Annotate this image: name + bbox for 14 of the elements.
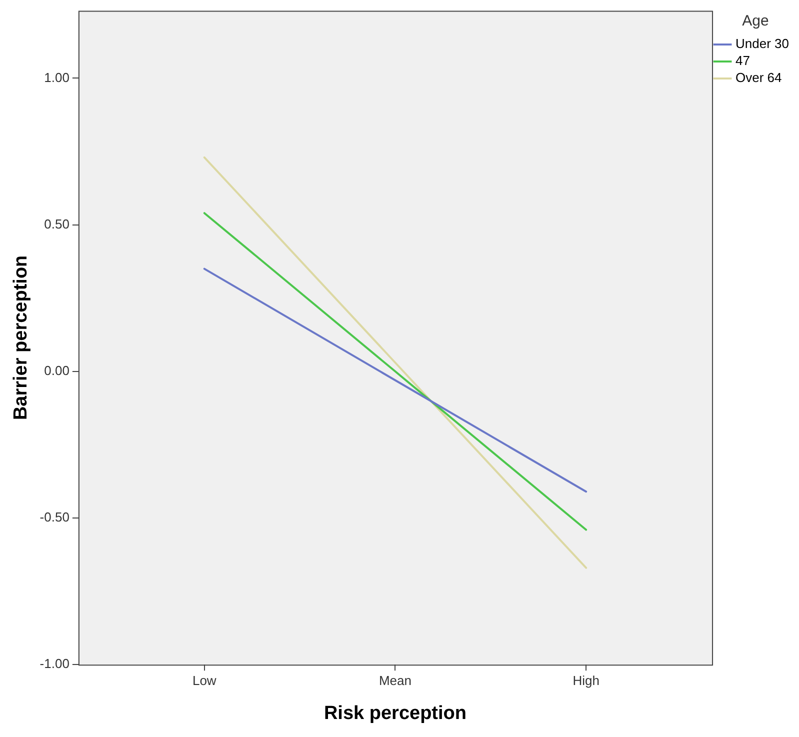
y-axis-title: Barrier perception	[10, 255, 32, 420]
legend-title: Age	[742, 12, 769, 30]
x-tick-label: High	[572, 672, 600, 688]
y-tick-label: 0.00	[44, 362, 70, 378]
y-tick-label: -0.50	[40, 510, 70, 525]
x-tick-label: Low	[192, 672, 217, 688]
legend-label: 47	[736, 53, 750, 68]
legend-label: Over 64	[736, 70, 782, 86]
y-tick-label: 1.00	[44, 70, 70, 85]
legend-label: Under 30	[736, 36, 790, 52]
y-tick-label: 0.50	[44, 216, 70, 232]
y-tick-label: -1.00	[40, 656, 70, 672]
x-tick-label: Mean	[378, 672, 412, 688]
x-axis-title: Risk perception	[324, 702, 466, 724]
